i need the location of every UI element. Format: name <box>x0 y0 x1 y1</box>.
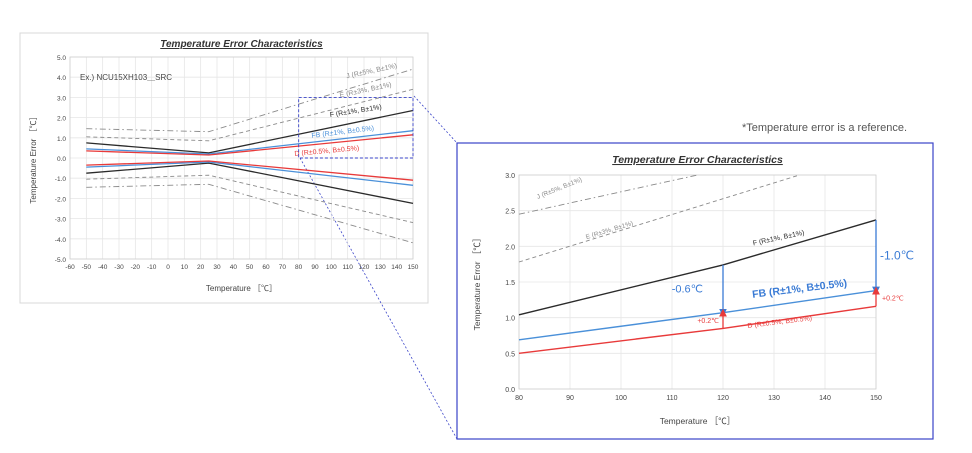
x-tick-label: 140 <box>391 264 402 271</box>
zoom-connector-top <box>413 95 458 144</box>
x-tick-label: 20 <box>197 264 205 271</box>
series-line-upper <box>86 68 414 133</box>
y-tick-label: 0.0 <box>57 156 66 163</box>
zoom-connector-bottom <box>299 157 458 440</box>
y-axis-label: Temperature Error ［℃］ <box>29 112 38 203</box>
y-tick-label: 5.0 <box>57 55 66 62</box>
y-tick-label: 0.0 <box>505 387 515 394</box>
x-tick-label: 10 <box>181 264 189 271</box>
y-tick-label: 0.5 <box>505 351 515 358</box>
series-line-lower <box>86 183 414 244</box>
x-tick-label: 70 <box>279 264 287 271</box>
y-tick-label: -5.0 <box>55 257 67 264</box>
x-tick-label: 80 <box>295 264 303 271</box>
x-tick-label: -10 <box>147 264 157 271</box>
annotation-label: -0.6℃ <box>672 283 703 295</box>
left-chart: -60 -50 -40 -30 -20 -10 0 10 20 30 40 50 60 70 80 90 100… <box>29 39 419 293</box>
x-tick-label: 40 <box>230 264 238 271</box>
annotation-label: -1.0℃ <box>880 248 914 262</box>
zoom-region <box>298 96 414 159</box>
y-tick-label: -1.0 <box>55 176 67 183</box>
y-tick-label: 1.5 <box>505 280 515 287</box>
x-tick-label: 60 <box>262 264 270 271</box>
series-line <box>518 174 698 215</box>
y-tick-label: -4.0 <box>55 237 67 244</box>
y-tick-label: 3.0 <box>505 173 515 180</box>
y-tick-label: -3.0 <box>55 217 67 224</box>
chart-title: Temperature Error Characteristics <box>160 39 323 50</box>
chart-title: Temperature Error Characteristics <box>612 154 783 166</box>
series-line-upper <box>86 109 414 154</box>
x-axis-label: Temperature ［℃］ <box>660 416 736 426</box>
x-tick-label: 80 <box>515 395 523 402</box>
x-tick-label: 130 <box>375 264 386 271</box>
x-tick-label: -60 <box>65 264 75 271</box>
x-tick-label: 100 <box>326 264 337 271</box>
x-tick-label: 90 <box>311 264 319 271</box>
x-tick-label: 110 <box>342 264 353 271</box>
x-tick-label: 30 <box>213 264 221 271</box>
x-tick-label: 130 <box>768 395 780 402</box>
y-tick-label: 3.0 <box>57 95 66 102</box>
series-line-lower <box>86 160 414 181</box>
x-tick-label: 100 <box>615 395 627 402</box>
y-tick-label: 2.0 <box>505 244 515 251</box>
right-chart-frame <box>456 142 934 440</box>
x-tick-label: 50 <box>246 264 254 271</box>
plot-area <box>69 56 414 260</box>
x-tick-label: -50 <box>82 264 92 271</box>
series-line-lower <box>86 161 414 186</box>
right-chart: 80 90 100 110 120 130 140 150 3.0 2.5 2.0 1.5 1.0 0.5… <box>472 154 914 426</box>
x-axis-label: Temperature ［℃］ <box>206 284 277 293</box>
y-axis-label: Temperature Error ［℃］ <box>472 234 482 331</box>
y-tick-label: -2.0 <box>55 196 67 203</box>
series-line <box>518 305 877 354</box>
x-tick-label: 150 <box>408 264 419 271</box>
annotation-label: +0.2℃ <box>882 296 904 303</box>
example-part-label: Ex.) NCU15XH103＿SRC <box>80 73 172 82</box>
x-tick-label: 90 <box>566 395 574 402</box>
x-tick-label: 150 <box>870 395 882 402</box>
left-chart-card <box>19 32 429 304</box>
x-tick-label: -30 <box>114 264 124 271</box>
x-tick-label: 140 <box>819 395 831 402</box>
series-line-lower <box>86 162 414 205</box>
y-tick-label: 1.0 <box>505 316 515 323</box>
y-tick-label: 2.5 <box>505 209 515 216</box>
series-line-upper <box>86 134 414 156</box>
series-line-lower <box>86 174 414 224</box>
x-tick-label: 110 <box>666 395 677 402</box>
reference-note: *Temperature error is a reference. <box>742 122 908 134</box>
annotation-label: +0.2℃ <box>697 318 719 325</box>
series-line-upper <box>86 88 414 142</box>
x-tick-label: 120 <box>359 264 370 271</box>
x-tick-label: -40 <box>98 264 108 271</box>
x-tick-label: 0 <box>166 264 170 271</box>
x-tick-label: 120 <box>717 395 729 402</box>
x-tick-label: -20 <box>131 264 141 271</box>
y-tick-label: 2.0 <box>57 116 66 123</box>
y-tick-label: 1.0 <box>57 136 66 143</box>
series-line-upper <box>86 130 414 155</box>
y-tick-label: 4.0 <box>57 75 66 82</box>
